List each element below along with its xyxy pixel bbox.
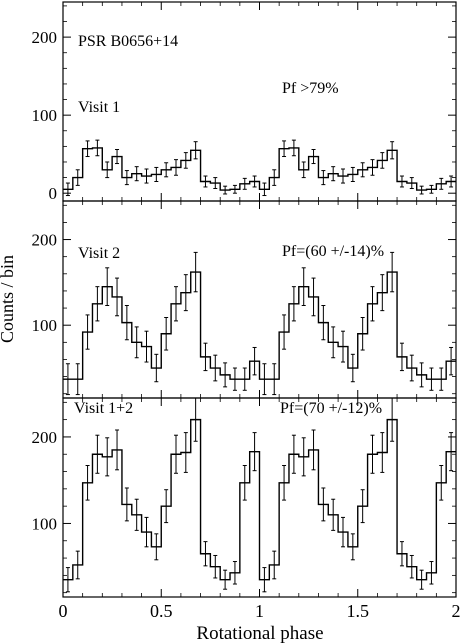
source-label: PSR B0656+14 <box>78 33 178 50</box>
x-tick-label: 2 <box>452 601 461 621</box>
x-tick-label: 0 <box>59 601 68 621</box>
y-tick-label: 100 <box>32 106 58 125</box>
pulsed-fraction-label: Pf=(70 +/-12)% <box>280 400 382 417</box>
x-tick-label: 1 <box>255 601 264 621</box>
pulsed-fraction-label: Pf=(60 +/-14)% <box>282 243 384 260</box>
histogram-line <box>63 147 456 191</box>
y-tick-label: 200 <box>32 428 58 447</box>
y-tick-label: 100 <box>32 514 58 533</box>
y-tick-label: 100 <box>32 316 58 335</box>
y-tick-label: 200 <box>32 231 58 250</box>
y-tick-label: 0 <box>49 184 58 203</box>
visit-label: Visit 2 <box>78 245 120 262</box>
x-tick-label: 1.5 <box>347 601 370 621</box>
histogram-line <box>63 271 456 380</box>
visit-label: Visit 1 <box>78 99 120 116</box>
pulsed-fraction-label: Pf >79% <box>282 80 339 97</box>
panel-1: 0 100 200 PSR B0656+14 Visit 1 Pf >79% <box>32 1 457 203</box>
y-axis-label: Counts / bin <box>0 255 17 343</box>
visit-label: Visit 1+2 <box>74 400 133 417</box>
histogram-line <box>63 418 456 581</box>
y-tick-label: 200 <box>32 28 58 47</box>
x-axis-label: Rotational phase <box>196 623 323 644</box>
x-tick-label: 0.5 <box>150 601 173 621</box>
panel-3: 100 200 Visit 1+2 Pf=(70 +/-12)% <box>32 397 457 598</box>
panel-2: 100 200 Visit 2 Pf=(60 +/-14)% <box>32 200 457 399</box>
